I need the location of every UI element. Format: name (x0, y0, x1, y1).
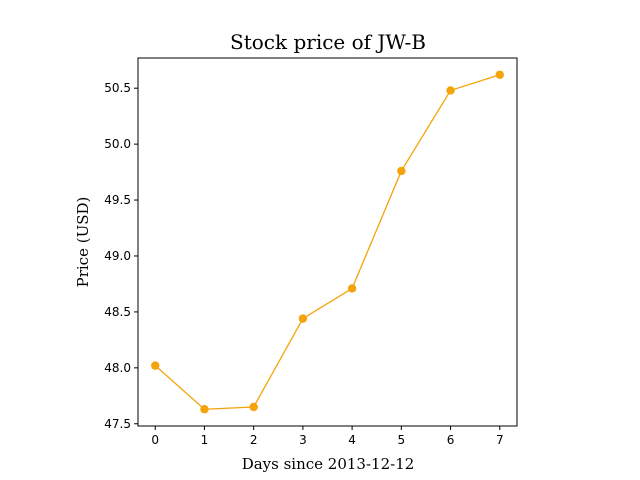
data-point (495, 70, 504, 79)
chart-title: Stock price of JW-B (230, 30, 426, 54)
x-tick-label: 1 (201, 433, 209, 447)
y-axis-label: Price (USD) (74, 197, 92, 288)
x-axis-label: Days since 2013-12-12 (242, 455, 415, 473)
y-tick-label: 49.5 (104, 193, 131, 207)
x-axis: 0 1 2 3 4 5 6 7 (151, 426, 504, 447)
y-tick-label: 48.0 (104, 361, 131, 375)
x-tick-label: 6 (447, 433, 455, 447)
y-tick-label: 49.0 (104, 249, 131, 263)
series-layer (151, 70, 504, 414)
data-point (347, 284, 357, 293)
y-tick-label: 50.0 (104, 137, 131, 151)
data-point (200, 405, 209, 414)
data-point (298, 314, 308, 323)
series-line (154, 74, 500, 410)
data-point (446, 86, 455, 95)
y-tick-label: 48.5 (104, 305, 131, 319)
x-tick-label: 3 (299, 433, 307, 447)
y-axis: 47.5 48.0 48.5 49.0 49.5 50.0 50.5 (104, 81, 138, 431)
plot-area (137, 57, 518, 427)
x-tick-label: 0 (151, 433, 159, 447)
x-tick-label: 4 (348, 433, 356, 447)
x-tick-label: 7 (496, 433, 504, 447)
data-point (397, 166, 406, 176)
y-tick-label: 50.5 (104, 81, 131, 95)
data-point (249, 402, 258, 412)
y-tick-label: 47.5 (104, 417, 131, 431)
x-tick-label: 2 (250, 433, 258, 447)
x-tick-label: 5 (398, 433, 406, 447)
data-point (151, 361, 160, 370)
